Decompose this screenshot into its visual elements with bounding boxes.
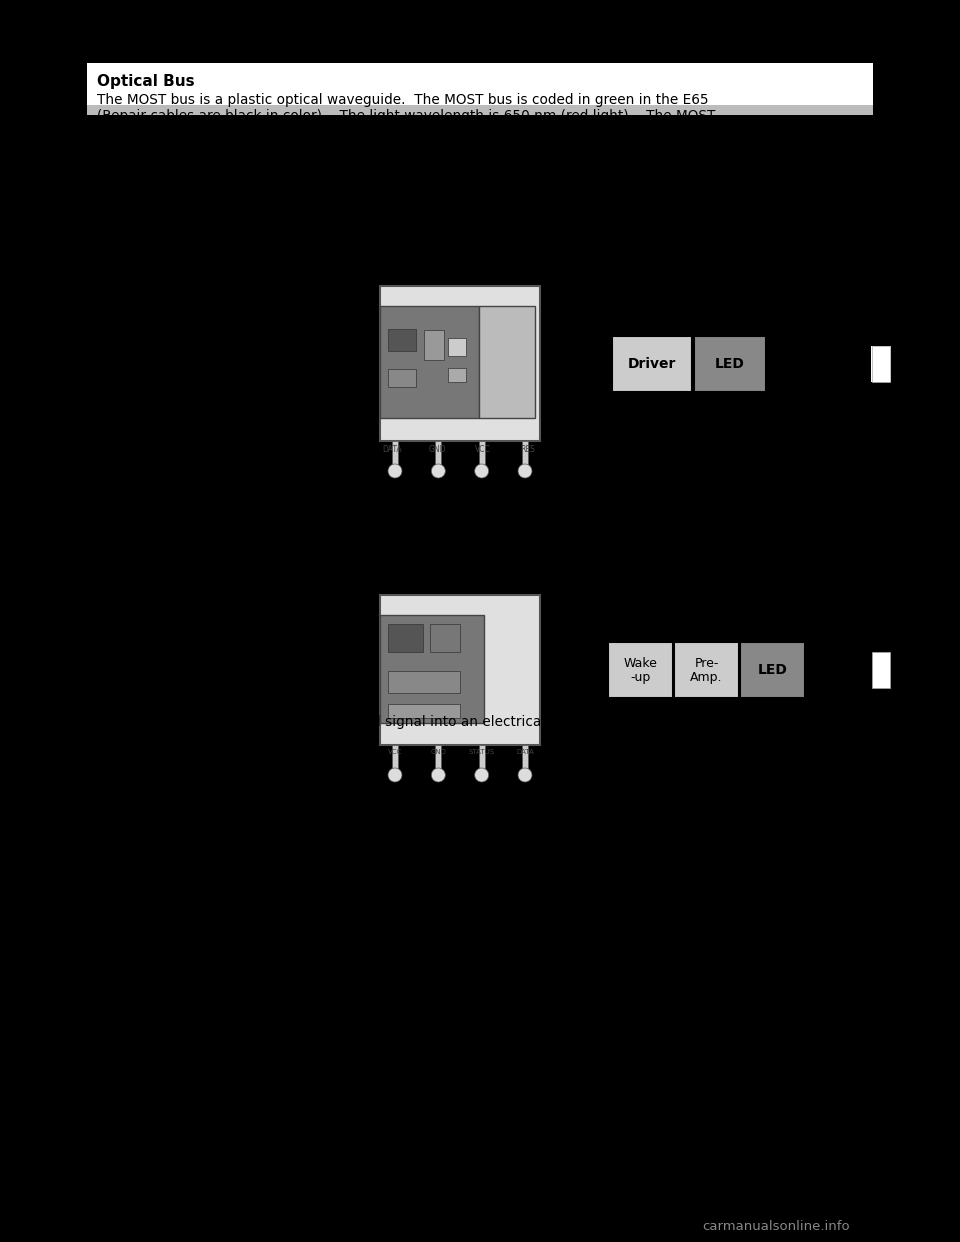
Text: Receiver: Receiver — [419, 570, 487, 584]
Text: Transmitter: Transmitter — [407, 261, 498, 276]
Bar — [694, 335, 766, 391]
Text: Optical Transmitter: Optical Transmitter — [97, 261, 263, 276]
Circle shape — [388, 768, 402, 782]
Text: mitter and receiver have been developed by BMW.  The low closed circuit (rest) c: mitter and receiver have been developed … — [97, 212, 696, 226]
Bar — [435, 441, 442, 466]
Text: The MOST bus is a plastic optical waveguide.  The MOST bus is coded in green in : The MOST bus is a plastic optical wavegu… — [97, 93, 708, 107]
Bar — [380, 595, 540, 745]
Bar — [388, 623, 423, 652]
Circle shape — [431, 768, 445, 782]
Text: light).   The repeat frequency is 44.1: light). The repeat frequency is 44.1 — [97, 373, 348, 386]
Bar — [608, 642, 673, 698]
Text: •   An interface that converts the optical signal into an electrical signal: • An interface that converts the optical… — [103, 714, 590, 729]
Bar — [87, 63, 873, 106]
Bar — [392, 745, 398, 770]
Text: •   A wake-up circuit: • A wake-up circuit — [103, 687, 242, 700]
Text: The sensing frequency on a CD player and for audio is 44.1 MHz; this means than : The sensing frequency on a CD player and… — [97, 496, 718, 510]
Text: The receiver contains a diode that converts the optical signal into an electrica: The receiver contains a diode that conve… — [97, 800, 719, 814]
Bar — [871, 345, 891, 381]
Text: 6: 6 — [93, 1158, 103, 1172]
Bar — [388, 671, 460, 693]
Text: DATA: DATA — [516, 749, 534, 755]
Bar — [522, 441, 528, 466]
Text: 43-07-30: 43-07-30 — [809, 785, 863, 799]
Text: VCC: VCC — [475, 445, 491, 455]
Circle shape — [518, 465, 532, 478]
Bar — [448, 368, 466, 383]
Text: A driver is fitted in the transmitter. The: A driver is fitted in the transmitter. T… — [97, 281, 366, 294]
Bar — [522, 745, 528, 770]
Text: MOST Bus Diagnosis: MOST Bus Diagnosis — [93, 1170, 200, 1180]
Bar — [380, 615, 484, 723]
Text: •   Optical transmitter: • Optical transmitter — [103, 150, 254, 165]
Bar — [479, 441, 485, 466]
Text: diode).: diode). — [97, 313, 145, 327]
Text: Amp.: Amp. — [690, 671, 723, 683]
Text: properties of the transmitter and receiver enable optical wake-up by the MOST bu: properties of the transmitter and receiv… — [97, 229, 671, 242]
Text: driver energizes an LED (light-emitting: driver energizes an LED (light-emitting — [97, 297, 363, 310]
Text: MHz.: MHz. — [97, 389, 131, 404]
Text: MOST bus.  The receiver consists of:: MOST bus. The receiver consists of: — [97, 606, 345, 620]
Text: GND: GND — [430, 749, 446, 755]
Text: signal is amplified and further processed at the MOST network interface.: signal is amplified and further processe… — [97, 816, 595, 831]
Text: Light: Light — [815, 637, 854, 651]
Bar — [479, 745, 485, 770]
Text: Optical Receiver: Optical Receiver — [97, 570, 238, 585]
Text: VCC: VCC — [388, 749, 402, 755]
Bar — [87, 106, 873, 116]
Circle shape — [474, 465, 489, 478]
Bar — [380, 307, 479, 417]
Text: •   Optical receiver: • Optical receiver — [103, 169, 232, 183]
Text: Each control unit of the MOST framework contains a transmitter and a receiver.  : Each control unit of the MOST framework … — [97, 195, 721, 209]
Text: Light: Light — [824, 356, 864, 370]
Text: DATA: DATA — [382, 445, 402, 455]
Circle shape — [474, 768, 489, 782]
Bar — [424, 330, 444, 360]
Bar — [872, 652, 890, 688]
Text: LED: LED — [715, 356, 745, 370]
Bar — [392, 441, 398, 466]
Text: The LED transmits light signals on the: The LED transmits light signals on the — [97, 339, 358, 354]
Text: LED: LED — [757, 663, 787, 677]
Text: •   A pre-amplifier: • A pre-amplifier — [103, 658, 226, 673]
Text: Pre-: Pre- — [694, 657, 719, 669]
Bar — [674, 642, 739, 698]
Text: MOST bus (650 nm light, i.e. red visible: MOST bus (650 nm light, i.e. red visible — [97, 356, 367, 370]
Text: Wake: Wake — [624, 657, 658, 669]
Text: 43-07-31: 43-07-31 — [809, 481, 863, 494]
Circle shape — [431, 465, 445, 478]
Circle shape — [388, 465, 402, 478]
Text: •   An LED: • An LED — [103, 631, 174, 645]
Circle shape — [518, 768, 532, 782]
Bar — [380, 286, 540, 441]
Text: -up: -up — [631, 671, 651, 683]
Bar — [479, 307, 536, 417]
Bar — [430, 623, 460, 652]
Bar — [612, 335, 692, 391]
Text: tional buffer is required, yet another reason why this bus system is so efficien: tional buffer is required, yet another r… — [97, 513, 705, 527]
Text: Driver: Driver — [628, 356, 676, 370]
Bar — [435, 745, 442, 770]
Bar — [388, 704, 460, 718]
Text: GND: GND — [428, 445, 446, 455]
Bar — [740, 642, 805, 698]
Text: media.: media. — [97, 529, 144, 543]
Bar — [388, 369, 416, 386]
Bar — [448, 338, 466, 355]
Text: (Repair cables are black in color).   The light wavelength is 650 nm (red light): (Repair cables are black in color). The … — [97, 109, 715, 123]
Text: RES: RES — [520, 445, 536, 455]
Text: The receiver receives the data from the: The receiver receives the data from the — [97, 589, 370, 604]
Text: carmanualsonline.info: carmanualsonline.info — [702, 1220, 850, 1233]
Text: Optical Bus: Optical Bus — [97, 75, 195, 89]
Text: STATUS: STATUS — [468, 749, 494, 755]
Bar — [388, 329, 416, 351]
Text: bus requires the following converter components:: bus requires the following converter com… — [97, 125, 439, 140]
Bar — [872, 345, 890, 381]
